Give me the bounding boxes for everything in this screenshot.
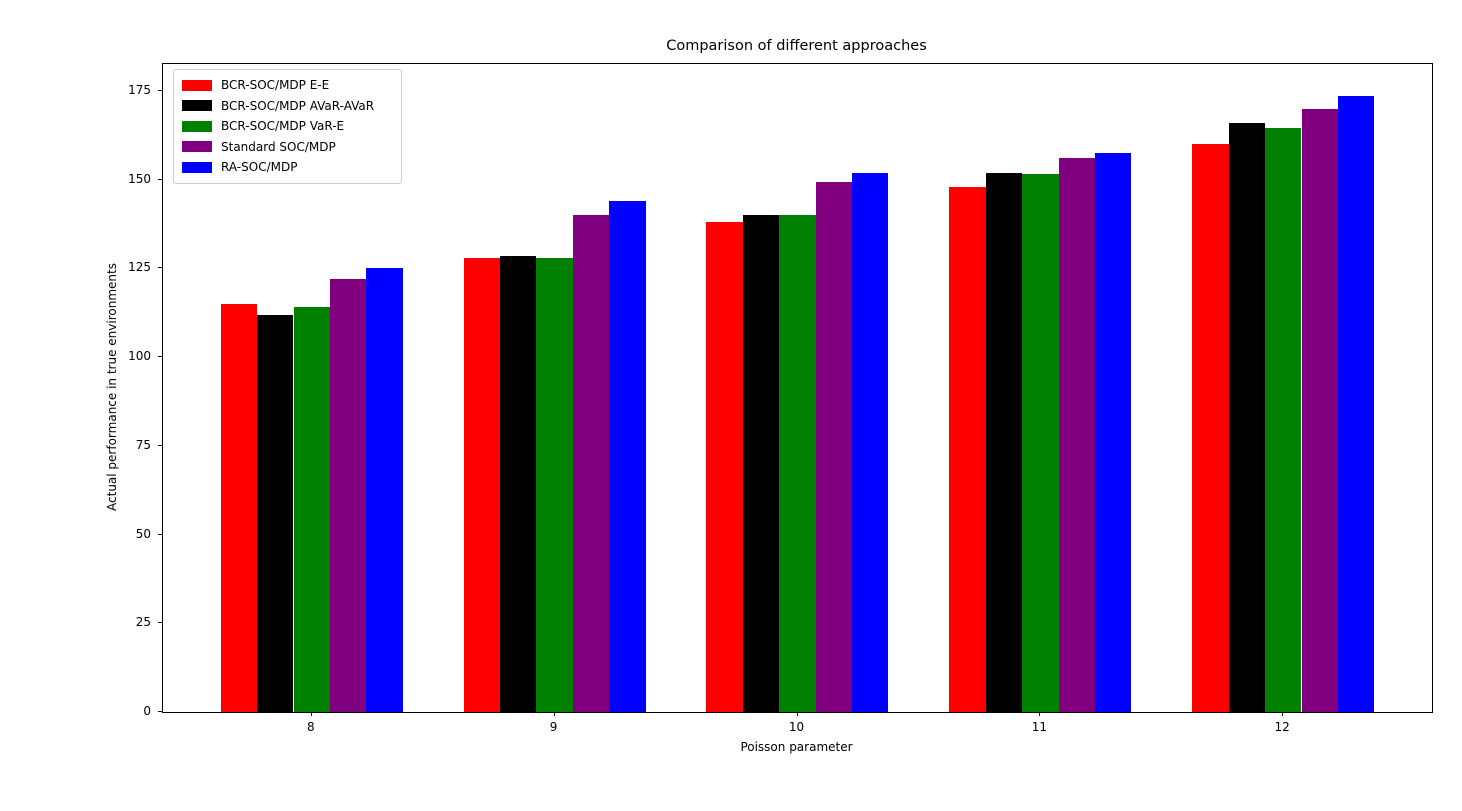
- y-tick-mark: [158, 711, 162, 712]
- y-tick-label: 25: [135, 615, 151, 630]
- y-tick-mark: [158, 622, 162, 624]
- bar-standard-soc-mdp-x12: [1301, 108, 1338, 712]
- x-tick-mark: [553, 712, 555, 716]
- bar-ra-soc-mdp-x11: [1095, 153, 1132, 712]
- x-tick-label: 11: [1031, 720, 1048, 734]
- bar-standard-soc-mdp-x10: [815, 181, 853, 712]
- bar-bcr-soc-mdp-avar-avar-x9: [500, 256, 537, 712]
- legend-entry: BCR-SOC/MDP AVaR-AVaR: [182, 96, 393, 117]
- y-tick-label: 0: [143, 704, 151, 718]
- legend-swatch-icon: [182, 161, 212, 173]
- chart-title: Comparison of different approaches: [666, 38, 927, 54]
- y-tick-label: 175: [128, 83, 151, 97]
- bar-bcr-soc-mdp-e-e-x11: [949, 186, 986, 712]
- bar-standard-soc-mdp-x9: [572, 215, 610, 712]
- legend-entry: Standard SOC/MDP: [182, 137, 393, 158]
- bar-bcr-soc-mdp-e-e-x9: [463, 257, 500, 712]
- legend-entry: RA-SOC/MDP: [182, 157, 393, 178]
- y-tick-mark: [158, 267, 162, 269]
- x-tick-mark: [1282, 712, 1284, 716]
- x-tick-mark: [310, 712, 312, 716]
- bar-bcr-soc-mdp-var-e-x8: [293, 307, 330, 712]
- bar-bcr-soc-mdp-avar-avar-x8: [257, 314, 294, 712]
- y-tick-mark: [158, 356, 162, 358]
- y-tick-mark: [158, 444, 162, 446]
- y-axis-label: Actual performance in true environments: [105, 263, 119, 511]
- bar-standard-soc-mdp-x8: [330, 279, 367, 712]
- y-tick-mark: [158, 178, 162, 180]
- x-tick-label: 9: [549, 720, 558, 734]
- bar-bcr-soc-mdp-var-e-x9: [536, 257, 573, 712]
- x-axis-label: Poisson parameter: [740, 740, 853, 754]
- x-tick-label: 8: [306, 720, 315, 734]
- bar-standard-soc-mdp-x11: [1058, 158, 1095, 712]
- legend-entry: BCR-SOC/MDP E-E: [182, 75, 393, 96]
- y-tick-label: 50: [135, 526, 151, 541]
- legend-entry: BCR-SOC/MDP VaR-E: [182, 116, 393, 137]
- y-tick-label: 125: [128, 260, 151, 275]
- legend-label: Standard SOC/MDP: [221, 139, 336, 154]
- bar-bcr-soc-mdp-avar-avar-x11: [985, 172, 1023, 712]
- y-tick-label: 75: [135, 437, 151, 452]
- bar-bcr-soc-mdp-var-e-x10: [779, 215, 816, 712]
- legend-label: BCR-SOC/MDP AVaR-AVaR: [221, 98, 375, 113]
- legend-swatch-icon: [182, 141, 212, 153]
- bar-bcr-soc-mdp-e-e-x8: [220, 303, 258, 712]
- bar-bcr-soc-mdp-var-e-x12: [1265, 128, 1302, 712]
- bar-bcr-soc-mdp-e-e-x12: [1192, 144, 1229, 712]
- bar-ra-soc-mdp-x12: [1337, 96, 1375, 712]
- plot-area: [162, 63, 1433, 713]
- legend-label: RA-SOC/MDP: [221, 160, 298, 175]
- bar-bcr-soc-mdp-var-e-x11: [1022, 174, 1059, 712]
- legend-swatch-icon: [182, 120, 212, 132]
- x-tick-label: 12: [1274, 720, 1290, 734]
- legend-swatch-icon: [182, 79, 212, 91]
- bar-bcr-soc-mdp-avar-avar-x12: [1228, 122, 1265, 712]
- x-tick-mark: [796, 712, 798, 716]
- bar-ra-soc-mdp-x8: [366, 268, 403, 712]
- y-tick-label: 150: [128, 171, 151, 186]
- bar-ra-soc-mdp-x9: [609, 201, 646, 712]
- legend-label: BCR-SOC/MDP VaR-E: [221, 119, 345, 134]
- legend-label: BCR-SOC/MDP E-E: [221, 78, 330, 93]
- legend: BCR-SOC/MDP E-E BCR-SOC/MDP AVaR-AVaR BCR-…: [173, 69, 402, 184]
- bar-bcr-soc-mdp-avar-avar-x10: [742, 215, 780, 712]
- y-tick-mark: [158, 533, 162, 535]
- bar-bcr-soc-mdp-e-e-x10: [706, 222, 743, 712]
- legend-swatch-icon: [182, 100, 212, 112]
- x-tick-label: 10: [788, 720, 805, 734]
- y-tick-mark: [158, 90, 162, 91]
- y-tick-label: 100: [128, 349, 151, 364]
- bar-ra-soc-mdp-x10: [852, 172, 889, 712]
- x-tick-mark: [1039, 712, 1041, 716]
